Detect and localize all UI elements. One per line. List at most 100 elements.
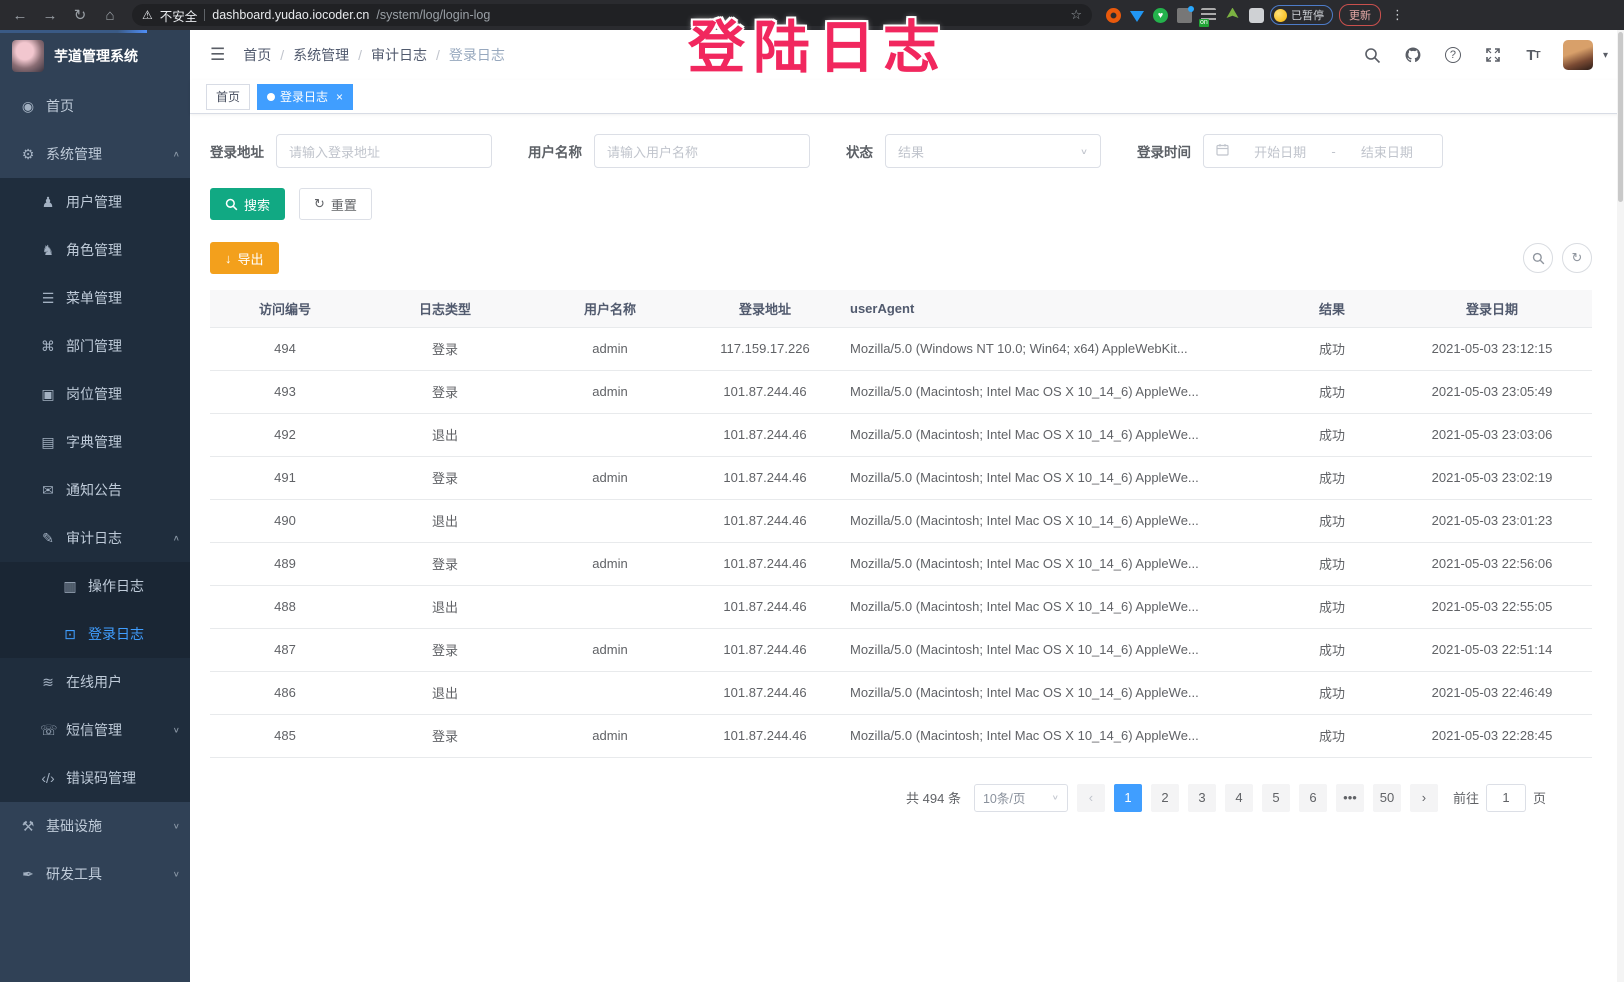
sidebar-item-4[interactable]: ☰ 菜单管理 xyxy=(0,274,190,322)
sidebar-item-14[interactable]: ‹/› 错误码管理 xyxy=(0,754,190,802)
table-row[interactable]: 491 登录 admin 101.87.244.46 Mozilla/5.0 (Maci… xyxy=(210,456,1592,500)
goto-page-input[interactable]: 1 xyxy=(1485,783,1526,812)
page-button-50[interactable]: 50 xyxy=(1372,783,1401,812)
address-bar[interactable]: ⚠ 不安全 dashboard.yudao.iocoder.cn/system/… xyxy=(132,4,1092,26)
sidebar-logo-row[interactable]: 芋道管理系统 xyxy=(0,30,190,82)
extension-heart-icon[interactable]: ♥ xyxy=(1153,7,1168,23)
table-row[interactable]: 487 登录 admin 101.87.244.46 Mozilla/5.0 (Maci… xyxy=(210,628,1592,672)
status-select[interactable]: 结果 ∨ xyxy=(885,134,1101,168)
table-row[interactable]: 485 登录 admin 101.87.244.46 Mozilla/5.0 (Maci… xyxy=(210,714,1592,758)
date-range-picker[interactable]: 开始日期 - 结束日期 xyxy=(1203,134,1443,168)
browser-forward-icon[interactable]: → xyxy=(42,6,58,24)
breadcrumb-item-2[interactable]: 审计日志 xyxy=(371,47,428,63)
table-cell: admin xyxy=(530,714,690,758)
username-input[interactable]: 请输入用户名称 xyxy=(594,134,810,168)
extension-grid-icon[interactable] xyxy=(1177,5,1194,23)
sidebar-item-7[interactable]: ▤ 字典管理 xyxy=(0,418,190,466)
extension-orange-icon[interactable] xyxy=(1106,7,1121,23)
bookmark-star-icon[interactable]: ☆ xyxy=(1070,7,1082,22)
tag-close-icon[interactable]: × xyxy=(336,89,344,104)
table-cell: 492 xyxy=(210,413,360,457)
column-header-0: 访问编号 xyxy=(210,290,360,328)
breadcrumb-item-1[interactable]: 系统管理 xyxy=(293,47,350,63)
post-icon: ▣ xyxy=(41,385,55,402)
table-cell: 491 xyxy=(210,456,360,500)
sidebar-item-15[interactable]: ⚒ 基础设施 ∨ xyxy=(0,802,190,850)
table-cell: 成功 xyxy=(1272,370,1392,414)
browser-menu-kebab-icon[interactable]: ⋮ xyxy=(1391,7,1404,22)
avatar[interactable] xyxy=(1562,40,1593,70)
page-button-6[interactable]: 6 xyxy=(1298,783,1327,812)
page-button-5[interactable]: 5 xyxy=(1261,783,1290,812)
paused-badge[interactable]: 已暂停 xyxy=(1270,5,1333,25)
sidebar-item-16[interactable]: ✒ 研发工具 ∨ xyxy=(0,850,190,898)
sidebar-item-3[interactable]: ♞ 角色管理 xyxy=(0,226,190,274)
sidebar-item-10[interactable]: ▥ 操作日志 xyxy=(0,562,190,610)
fullscreen-icon[interactable] xyxy=(1483,45,1503,65)
export-button-label: 导出 xyxy=(237,251,264,267)
emoji-icon xyxy=(1274,8,1287,22)
table-cell: 退出 xyxy=(360,671,530,715)
browser-home-icon[interactable]: ⌂ xyxy=(105,6,115,24)
table-row[interactable]: 490 退出 101.87.244.46 Mozilla/5.0 (Macintosh… xyxy=(210,499,1592,543)
sidebar-item-5[interactable]: ⌘ 部门管理 xyxy=(0,322,190,370)
github-icon[interactable] xyxy=(1403,45,1423,65)
scrollbar-thumb[interactable] xyxy=(1618,32,1623,202)
toggle-search-button[interactable] xyxy=(1523,243,1553,273)
sidebar-item-1[interactable]: ⚙ 系统管理 ∧ xyxy=(0,130,190,178)
table-cell: 成功 xyxy=(1272,499,1392,543)
sidebar-item-13[interactable]: ☏ 短信管理 ∨ xyxy=(0,706,190,754)
prev-page-button[interactable]: ‹ xyxy=(1076,783,1105,812)
table-cell: 2021-05-03 22:55:05 xyxy=(1392,585,1592,629)
page-ellipsis[interactable]: ••• xyxy=(1335,783,1364,812)
browser-back-icon[interactable]: ← xyxy=(12,6,28,24)
update-button[interactable]: 更新 xyxy=(1339,4,1381,26)
extension-rocket-icon[interactable] xyxy=(1226,7,1239,18)
page-button-1[interactable]: 1 xyxy=(1113,783,1142,812)
extension-list-on-icon[interactable] xyxy=(1199,7,1216,27)
sidebar-item-label: 基础设施 xyxy=(46,818,102,834)
sidebar-item-0[interactable]: ◉ 首页 xyxy=(0,82,190,130)
refresh-button[interactable]: ↻ xyxy=(1562,243,1592,273)
export-button[interactable]: ↓ 导出 xyxy=(210,242,279,274)
tag-login-log[interactable]: 登录日志 × xyxy=(257,83,354,110)
search-icon[interactable] xyxy=(1363,45,1383,65)
table-row[interactable]: 493 登录 admin 101.87.244.46 Mozilla/5.0 (Maci… xyxy=(210,370,1592,414)
page-size-select[interactable]: 10条/页 ∨ xyxy=(973,783,1068,812)
page-button-4[interactable]: 4 xyxy=(1224,783,1253,812)
browser-reload-icon[interactable]: ↻ xyxy=(73,7,87,24)
table-cell: 登录 xyxy=(360,714,530,758)
window-scrollbar[interactable] xyxy=(1617,30,1624,982)
column-header-4: userAgent xyxy=(840,290,1272,328)
extension-icons: ♥ xyxy=(1106,5,1264,27)
avatar-caret-icon[interactable]: ▾ xyxy=(1602,49,1608,61)
sidebar-item-11[interactable]: ⊡ 登录日志 xyxy=(0,610,190,658)
sidebar-item-9[interactable]: ✎ 审计日志 ∧ xyxy=(0,514,190,562)
sidebar-toggle-icon[interactable]: ☰ xyxy=(210,45,226,64)
sidebar-item-12[interactable]: ≋ 在线用户 xyxy=(0,658,190,706)
breadcrumb-item-0[interactable]: 首页 xyxy=(243,47,272,63)
reset-button[interactable]: ↻ 重置 xyxy=(299,188,372,220)
table-cell xyxy=(530,413,690,457)
address-input[interactable]: 请输入登录地址 xyxy=(276,134,492,168)
table-cell: 494 xyxy=(210,327,360,371)
table-row[interactable]: 486 退出 101.87.244.46 Mozilla/5.0 (Macintosh… xyxy=(210,671,1592,715)
address-placeholder: 请输入登录地址 xyxy=(289,144,381,160)
table-row[interactable]: 494 登录 admin 117.159.17.226 Mozilla/5.0 (Win… xyxy=(210,327,1592,371)
sidebar-item-2[interactable]: ♟ 用户管理 xyxy=(0,178,190,226)
next-page-button[interactable]: › xyxy=(1409,783,1438,812)
tag-home[interactable]: 首页 xyxy=(206,83,251,110)
table-cell: 登录 xyxy=(360,542,530,586)
page-button-3[interactable]: 3 xyxy=(1187,783,1216,812)
extensions-puzzle-icon[interactable] xyxy=(1249,7,1264,23)
sidebar-item-8[interactable]: ✉ 通知公告 xyxy=(0,466,190,514)
help-icon[interactable]: ? xyxy=(1443,45,1463,65)
search-button[interactable]: 搜索 xyxy=(210,188,286,220)
table-row[interactable]: 492 退出 101.87.244.46 Mozilla/5.0 (Macintosh… xyxy=(210,413,1592,457)
sidebar-item-6[interactable]: ▣ 岗位管理 xyxy=(0,370,190,418)
page-button-2[interactable]: 2 xyxy=(1150,783,1179,812)
extension-gem-icon[interactable] xyxy=(1130,10,1144,22)
table-row[interactable]: 489 登录 admin 101.87.244.46 Mozilla/5.0 (Maci… xyxy=(210,542,1592,586)
table-row[interactable]: 488 退出 101.87.244.46 Mozilla/5.0 (Macintosh… xyxy=(210,585,1592,629)
